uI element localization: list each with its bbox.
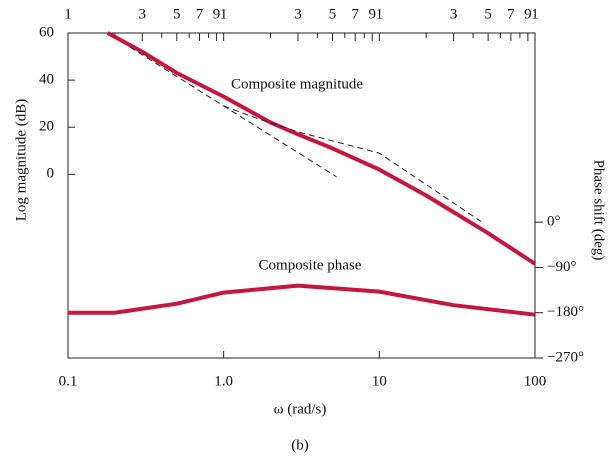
top-tick-label: 7 (351, 6, 359, 22)
x-axis-label: ω (rad/s) (274, 401, 327, 417)
y2-axis-label: Phase shift (deg) (591, 160, 607, 261)
top-tick-label: 9 (213, 6, 221, 22)
series-line (223, 105, 482, 222)
curve-label: Composite phase (259, 257, 362, 273)
y-tick-label: 40 (39, 72, 54, 88)
y-axis-label: Log magnitude (dB) (13, 99, 29, 221)
x-tick-label: 10 (372, 373, 387, 389)
x-tick-label: 0.1 (59, 373, 78, 389)
top-tick-label: 1 (220, 6, 228, 22)
y2-tick-label: −180° (547, 304, 584, 320)
top-tick-label: 5 (329, 6, 337, 22)
top-tick-label: 5 (173, 6, 181, 22)
top-tick-label: 3 (294, 6, 302, 22)
top-tick-label: 1 (376, 6, 384, 22)
plot-frame (67, 32, 536, 359)
top-tick-label: 3 (450, 6, 458, 22)
series-line (106, 31, 537, 266)
y2-tick-label: −90° (547, 259, 576, 275)
top-tick-label: 7 (196, 6, 204, 22)
curve-label: Composite magnitude (231, 76, 363, 92)
top-tick-label: 7 (507, 6, 515, 22)
caption: (b) (291, 437, 309, 453)
y-tick-label: 0 (47, 166, 55, 182)
x-tick-label: 100 (524, 373, 547, 389)
top-tick-label: 9 (368, 6, 376, 22)
top-tick-label: 3 (139, 6, 147, 22)
y-tick-label: 20 (39, 119, 54, 135)
x-tick-label: 1.0 (214, 373, 233, 389)
series-line (129, 46, 337, 178)
top-tick-label: 5 (484, 6, 492, 22)
top-tick-label: 1 (64, 6, 72, 22)
y2-tick-label: 0° (547, 214, 561, 230)
y-tick-label: 60 (39, 24, 54, 40)
series-line (68, 283, 536, 317)
y2-tick-label: −270° (547, 349, 584, 365)
top-tick-label: 9 (524, 6, 532, 22)
top-tick-label: 1 (531, 6, 539, 22)
